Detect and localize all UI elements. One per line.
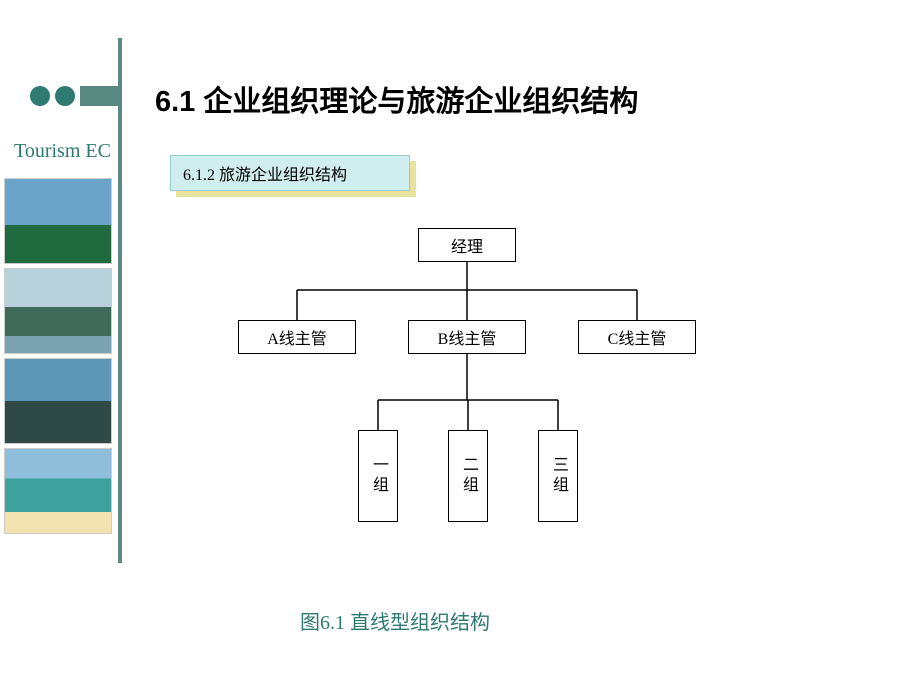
thumb-2 (4, 268, 112, 354)
org-chart: 经理 A线主管 B线主管 C线主管一组二组三组 (220, 220, 780, 560)
bar-icon (80, 86, 122, 106)
figure-caption: 图6.1 直线型组织结构 (300, 606, 490, 635)
org-chart-edges (220, 220, 780, 560)
subheading-text: 6.1.2 旅游企业组织结构 (183, 161, 347, 185)
org-node-supC: C线主管 (578, 320, 696, 354)
thumb-3 (4, 358, 112, 444)
org-node-supB: B线主管 (408, 320, 526, 354)
brand-label: Tourism EC (14, 140, 111, 163)
org-node-mgr: 经理 (418, 228, 516, 262)
thumb-1 (4, 178, 112, 264)
subheading-box: 6.1.2 旅游企业组织结构 (170, 155, 410, 191)
vertical-rule (118, 38, 122, 563)
dot-icon (30, 86, 50, 106)
sidebar-thumbnails (4, 178, 112, 534)
dot-icon (55, 86, 75, 106)
subsection-heading: 6.1.2 旅游企业组织结构 (170, 155, 410, 191)
decor-dots (30, 86, 122, 106)
section-heading: 6.1 企业组织理论与旅游企业组织结构 (155, 78, 638, 120)
org-node-g3: 三组 (538, 430, 578, 522)
org-node-g2: 二组 (448, 430, 488, 522)
org-node-supA: A线主管 (238, 320, 356, 354)
thumb-4 (4, 448, 112, 534)
org-node-g1: 一组 (358, 430, 398, 522)
